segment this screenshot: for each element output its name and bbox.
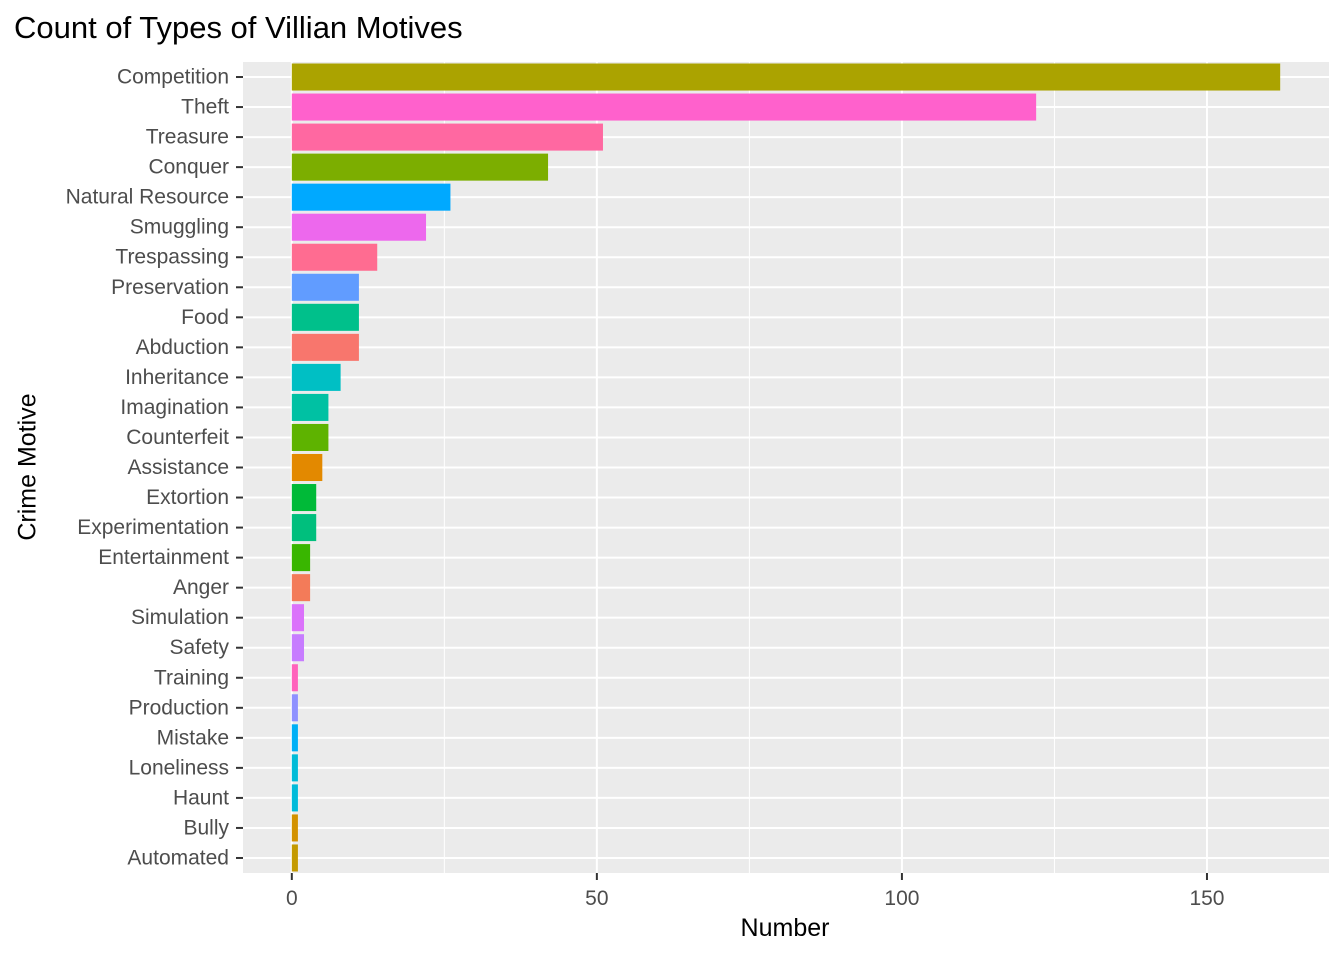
y-tick-label: Preservation [111,276,229,299]
bar-smuggling [291,213,427,241]
bar-production [291,694,298,722]
y-tick-label: Haunt [173,786,229,809]
y-tick-label: Imagination [120,396,229,419]
bar-experimentation [291,514,317,542]
y-tick-label: Trespassing [115,246,229,269]
y-tick-label: Abduction [136,336,229,359]
bar-theft [291,93,1037,121]
y-tick-label: Simulation [131,606,229,629]
y-tick-label: Entertainment [98,546,229,569]
bar-bully [291,814,298,842]
x-tick-label: 0 [286,887,298,910]
x-tick-label: 50 [585,887,608,910]
y-tick-label: Automated [127,846,229,869]
y-tick-label: Loneliness [129,756,229,779]
y-tick-label: Extortion [146,486,229,509]
y-tick-label: Natural Resource [66,186,229,209]
y-tick-label: Inheritance [125,366,229,389]
bar-simulation [291,604,305,632]
bars [291,63,1281,872]
x-axis-title: Number [740,914,830,942]
bar-food [291,303,359,331]
bar-haunt [291,784,298,812]
y-tick-label: Mistake [157,726,229,749]
y-tick-label: Assistance [127,456,229,479]
bar-loneliness [291,754,298,782]
y-tick-label: Smuggling [130,216,229,239]
y-tick-label: Counterfeit [126,426,229,449]
bar-counterfeit [291,423,329,451]
bar-inheritance [291,363,341,391]
bar-training [291,664,298,692]
bar-entertainment [291,544,311,572]
bar-mistake [291,724,298,752]
bar-abduction [291,333,359,361]
chart-title: Count of Types of Villian Motives [14,10,463,45]
y-tick-label: Food [181,306,229,329]
bar-assistance [291,453,323,482]
bar-imagination [291,393,329,421]
bar-safety [291,634,305,662]
bar-trespassing [291,243,378,271]
x-axis: 0 50 100 150 [286,873,1225,910]
y-tick-label: Conquer [148,156,229,179]
y-tick-label: Experimentation [77,516,229,539]
bar-competition [291,63,1281,91]
y-tick-label: Safety [169,636,229,659]
x-tick-label: 150 [1189,887,1224,910]
y-tick-label: Competition [117,66,229,89]
y-tick-label: Production [129,696,229,719]
bar-anger [291,574,311,602]
x-tick-label: 100 [884,887,919,910]
y-tick-label: Theft [181,96,229,119]
bar-treasure [291,123,603,151]
y-axis: Competition Theft Treasure Conquer Natural R… [66,66,243,869]
y-tick-label: Treasure [146,126,229,149]
y-tick-label: Anger [173,576,229,599]
bar-conquer [291,153,549,181]
bar-extortion [291,484,317,512]
bar-preservation [291,273,359,301]
y-tick-label: Training [154,666,229,689]
bar-automated [291,844,298,872]
bar-natural-resource [291,183,451,211]
y-tick-label: Bully [183,816,229,839]
